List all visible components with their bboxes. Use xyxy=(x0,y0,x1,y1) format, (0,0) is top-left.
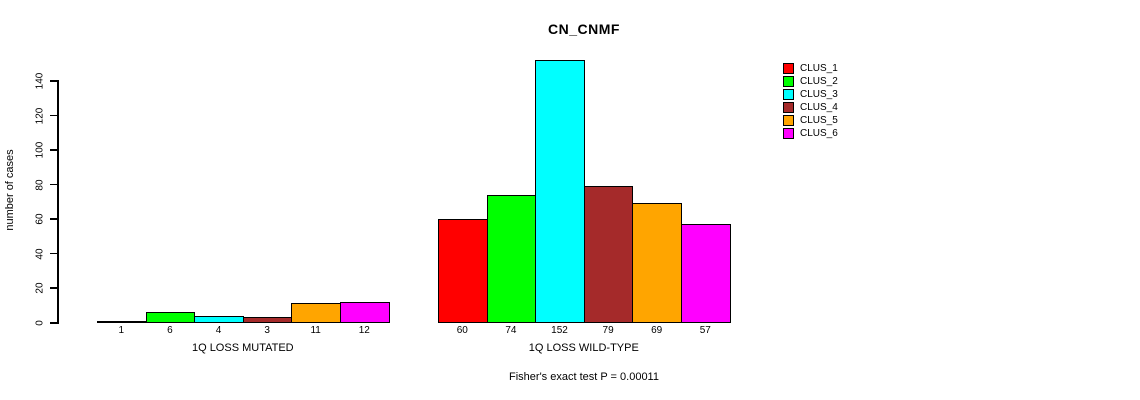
y-axis-tick xyxy=(50,322,57,324)
y-axis-tick xyxy=(50,114,57,117)
y-axis-line xyxy=(57,80,59,324)
bar-clus_5 xyxy=(291,303,341,324)
y-axis-tick-label: 40 xyxy=(34,248,46,260)
bar-clus_6 xyxy=(340,301,390,324)
bar-clus_6 xyxy=(681,223,731,324)
legend-label: CLUS_3 xyxy=(800,89,838,100)
bar-clus_4 xyxy=(583,185,634,324)
bar-clus_1 xyxy=(438,218,488,324)
y-axis-tick-label: 60 xyxy=(34,213,46,225)
legend-label: CLUS_2 xyxy=(800,76,838,87)
bar-value-label: 69 xyxy=(651,325,663,336)
legend-swatch xyxy=(783,76,794,87)
bar-value-label: 12 xyxy=(358,325,370,336)
y-axis-tick xyxy=(50,287,57,289)
bar-clus_5 xyxy=(632,203,682,324)
legend-item: CLUS_5 xyxy=(783,114,853,127)
bar-value-label: 79 xyxy=(602,325,614,336)
bar-clus_3 xyxy=(535,59,585,324)
legend-label: CLUS_6 xyxy=(800,128,838,139)
y-axis-tick-label: 100 xyxy=(34,141,46,159)
y-axis-label: number of cases xyxy=(4,149,16,231)
chart-title: CN_CNMF xyxy=(548,21,620,37)
y-axis-tick xyxy=(50,218,57,220)
bar-value-label: 57 xyxy=(699,325,711,336)
legend-item: CLUS_1 xyxy=(783,62,853,75)
legend-item: CLUS_6 xyxy=(783,127,853,140)
group-label: 1Q LOSS WILD-TYPE xyxy=(528,342,639,354)
legend-label: CLUS_5 xyxy=(800,115,838,126)
fisher-test-annotation: Fisher's exact test P = 0.00011 xyxy=(509,371,659,383)
bar-value-label: 4 xyxy=(215,325,222,336)
bar-value-label: 60 xyxy=(456,325,468,336)
legend-item: CLUS_2 xyxy=(783,75,853,88)
bar-value-label: 1 xyxy=(118,325,125,336)
legend-item: CLUS_4 xyxy=(783,101,853,114)
legend-swatch xyxy=(783,63,794,74)
y-axis-tick xyxy=(50,149,57,151)
legend-swatch xyxy=(783,128,794,139)
legend-item: CLUS_3 xyxy=(783,88,853,101)
bar-value-label: 152 xyxy=(551,325,568,336)
bar-clus_1 xyxy=(97,320,147,324)
bar-value-label: 74 xyxy=(505,325,517,336)
legend-label: CLUS_1 xyxy=(800,63,838,74)
legend-label: CLUS_4 xyxy=(800,102,838,113)
y-axis-tick xyxy=(50,252,57,255)
group-label: 1Q LOSS MUTATED xyxy=(191,342,294,354)
y-axis-tick-label: 0 xyxy=(34,320,46,326)
y-axis-tick xyxy=(50,183,57,186)
legend-swatch xyxy=(783,89,794,100)
y-axis-tick-label: 140 xyxy=(34,72,46,90)
bar-clus_3 xyxy=(194,315,244,324)
legend-swatch xyxy=(783,102,794,113)
y-axis-tick-label: 20 xyxy=(34,282,46,294)
bar-value-label: 11 xyxy=(310,325,321,336)
bar-value-label: 3 xyxy=(264,325,270,336)
legend-swatch xyxy=(783,115,794,126)
y-axis-tick-label: 80 xyxy=(34,179,46,191)
y-axis-tick-label: 120 xyxy=(34,107,46,124)
y-axis-tick xyxy=(50,80,57,82)
bar-clus_4 xyxy=(242,317,293,324)
bar-value-label: 6 xyxy=(167,325,173,336)
bar-clus_2 xyxy=(145,312,196,324)
bar-clus_2 xyxy=(486,194,537,324)
